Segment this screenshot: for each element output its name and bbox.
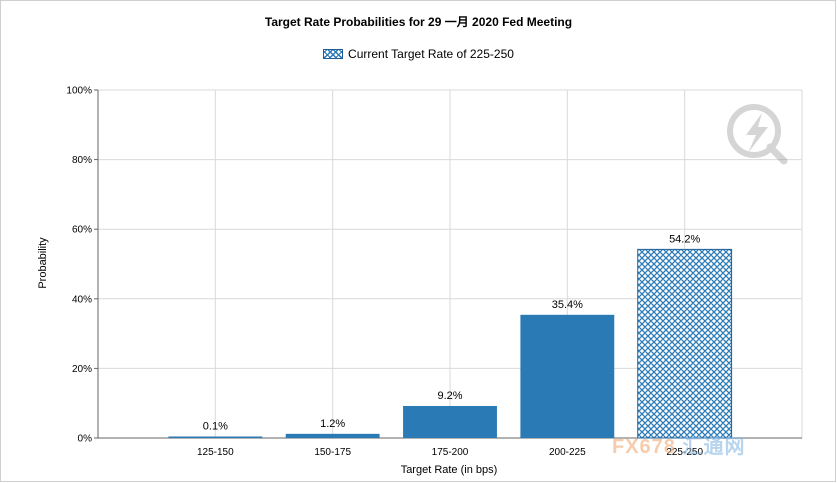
- y-tick-label: 0%: [78, 434, 93, 445]
- legend-swatch-hatched: [323, 49, 344, 59]
- data-label-225-250: 54.2%: [669, 233, 700, 245]
- watermark-text: FX678 汇通网: [612, 430, 746, 459]
- y-tick-label: 100%: [66, 86, 92, 97]
- legend-label: Current Target Rate of 225-250: [348, 47, 514, 61]
- chart-title: Target Rate Probabilities for 29 一月 2020…: [264, 15, 573, 29]
- y-tick-label: 40%: [72, 294, 92, 305]
- bar-200-225: [520, 314, 615, 438]
- x-tick-label-225-250: 225-250: [666, 447, 703, 458]
- watermark-cn: 汇通网: [682, 436, 746, 458]
- y-axis-label: Probability: [37, 237, 49, 289]
- data-label-125-150: 0.1%: [203, 421, 228, 433]
- bar-175-200: [403, 405, 497, 438]
- watermark-logo-icon: [727, 104, 788, 165]
- bar-layer: [168, 248, 733, 439]
- x-tick-label-125-150: 125-150: [197, 447, 234, 458]
- y-tick-label: 80%: [72, 155, 92, 166]
- y-tick-label: 60%: [72, 225, 92, 236]
- x-tick-label-200-225: 200-225: [549, 447, 586, 458]
- y-tick-label: 20%: [72, 364, 92, 375]
- bar-225-250: [637, 248, 733, 439]
- data-label-175-200: 9.2%: [437, 390, 462, 402]
- legend: Current Target Rate of 225-250: [0, 47, 837, 61]
- data-label-150-175: 1.2%: [320, 418, 345, 430]
- watermark-fx: FX678: [612, 436, 676, 458]
- x-tick-label-150-175: 150-175: [314, 447, 351, 458]
- bar-150-175: [285, 433, 380, 438]
- data-label-200-225: 35.4%: [552, 299, 583, 311]
- bar-125-150: [168, 436, 263, 438]
- x-axis-label: Target Rate (in bps): [401, 464, 498, 476]
- x-tick-label-175-200: 175-200: [432, 447, 469, 458]
- label-layer: 0% 20% 40% 60% 80% 100% 0.1% 125-150 1.2% 150-175…: [66, 86, 703, 459]
